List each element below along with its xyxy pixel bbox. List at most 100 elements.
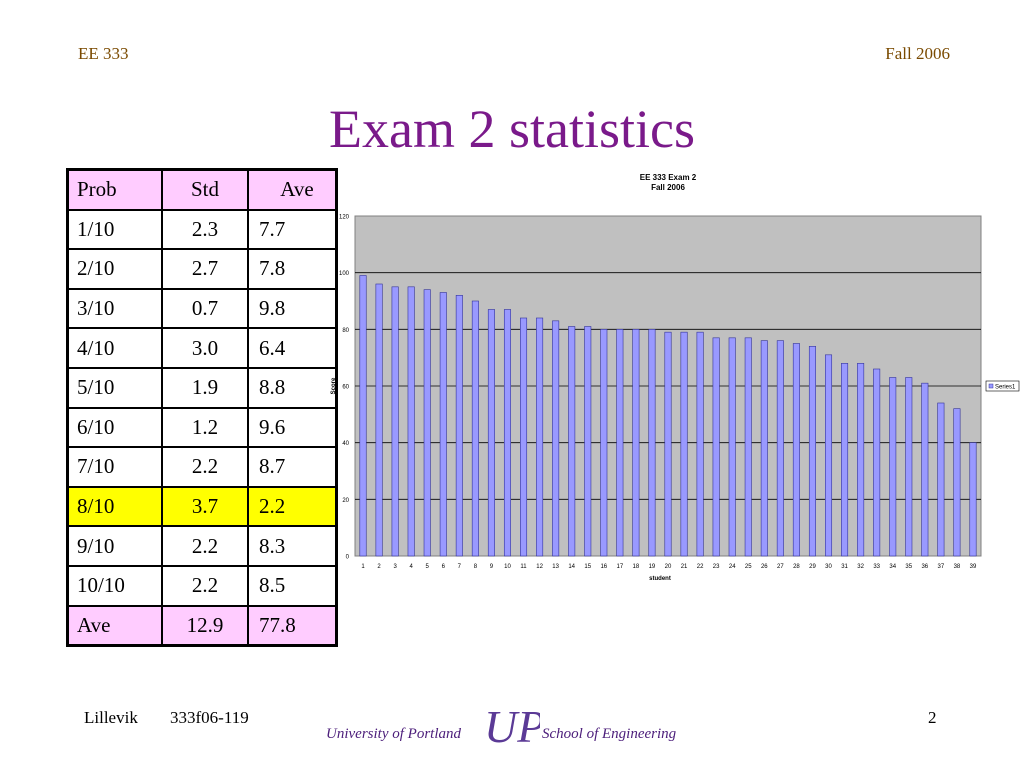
bar (407, 286, 415, 557)
cell-ave: 7.7 (247, 208, 338, 251)
x-tick-label: 5 (426, 564, 430, 570)
bar (921, 382, 929, 557)
bar (953, 408, 961, 557)
x-tick-label: 30 (825, 564, 832, 570)
x-tick-label: 8 (474, 564, 478, 570)
cell-std: 3.7 (161, 485, 249, 528)
x-tick-label: 17 (617, 564, 624, 570)
x-tick-label: 29 (809, 564, 816, 570)
x-tick-label: 14 (568, 564, 575, 570)
bar (536, 317, 544, 557)
table-header-row: Prob Std Ave (66, 168, 338, 211)
bar (632, 329, 640, 557)
x-tick-label: 4 (410, 564, 414, 570)
bar (808, 346, 816, 557)
bar (792, 343, 800, 557)
bar (600, 329, 608, 557)
bar (552, 320, 560, 557)
cell-prob: 1/10 (66, 208, 163, 251)
bar (873, 368, 881, 557)
bar (520, 317, 528, 557)
chart-title: EE 333 Exam 2 (640, 173, 697, 182)
x-tick-label: 7 (458, 564, 462, 570)
x-tick-label: 16 (600, 564, 607, 570)
cell-std: 2.2 (161, 564, 249, 607)
x-tick-label: 1 (361, 564, 365, 570)
x-tick-label: 26 (761, 564, 768, 570)
chart-subtitle: Fall 2006 (651, 183, 685, 192)
bar (776, 340, 784, 557)
x-tick-label: 28 (793, 564, 800, 570)
y-axis-label: Score (331, 377, 337, 394)
cell-prob: 9/10 (66, 525, 163, 567)
x-tick-label: 19 (649, 564, 656, 570)
x-tick-label: 23 (713, 564, 720, 570)
cell-ave: 77.8 (247, 604, 338, 647)
cell-std: 2.2 (161, 525, 249, 567)
bar (359, 275, 367, 557)
cell-ave: 8.3 (247, 525, 338, 567)
col-header-std: Std (161, 168, 249, 211)
table-row: 3/10 0.7 9.8 (66, 287, 338, 330)
table-row: 9/10 2.2 8.3 (66, 525, 338, 567)
bar (471, 300, 479, 557)
bar (712, 337, 720, 557)
bar (487, 309, 495, 557)
cell-ave: 8.5 (247, 564, 338, 607)
x-tick-label: 31 (841, 564, 848, 570)
y-tick-label: 120 (339, 215, 350, 221)
x-tick-label: 18 (633, 564, 640, 570)
x-tick-label: 21 (681, 564, 688, 570)
legend-entry: Series1 (995, 385, 1016, 391)
x-tick-label: 25 (745, 564, 752, 570)
bar (455, 295, 463, 557)
bar (857, 363, 865, 557)
table-row: 5/10 1.9 8.8 (66, 366, 338, 409)
bar (728, 337, 736, 557)
x-tick-label: 15 (584, 564, 591, 570)
y-tick-label: 40 (342, 441, 349, 447)
bar (744, 337, 752, 557)
cell-ave: 7.8 (247, 248, 338, 290)
cell-prob: 4/10 (66, 327, 163, 369)
footer-author: Lillevik (84, 708, 138, 727)
col-header-ave: Ave (247, 168, 338, 211)
cell-prob: 7/10 (66, 446, 163, 488)
x-axis-label: student (649, 576, 671, 582)
table-row: 4/10 3.0 6.4 (66, 327, 338, 369)
x-tick-label: 2 (377, 564, 381, 570)
bar (841, 363, 849, 557)
bar (616, 329, 624, 557)
bar (568, 326, 576, 557)
cell-std: 1.2 (161, 406, 249, 449)
x-tick-label: 12 (536, 564, 543, 570)
y-tick-label: 20 (342, 498, 349, 504)
y-tick-label: 100 (339, 271, 350, 277)
footer-school-name: School of Engineering (542, 726, 677, 742)
table-row: 7/10 2.2 8.7 (66, 446, 338, 488)
bar (439, 292, 447, 557)
cell-std: 12.9 (161, 604, 249, 647)
cell-ave: 9.6 (247, 406, 338, 449)
bar (391, 286, 399, 557)
x-tick-label: 10 (504, 564, 511, 570)
table-row: 10/10 2.2 8.5 (66, 564, 338, 607)
bar (937, 402, 945, 557)
x-tick-label: 6 (442, 564, 446, 570)
cell-prob: 2/10 (66, 248, 163, 290)
table-row: 6/10 1.2 9.6 (66, 406, 338, 449)
cell-std: 2.7 (161, 248, 249, 290)
x-tick-label: 3 (393, 564, 397, 570)
stats-table: Prob Std Ave 1/10 2.3 7.7 2/10 2.7 7.8 3… (66, 168, 338, 648)
x-tick-label: 37 (938, 564, 945, 570)
bar (905, 377, 913, 557)
table-row: 1/10 2.3 7.7 (66, 208, 338, 251)
x-tick-label: 13 (552, 564, 559, 570)
cell-std: 1.9 (161, 366, 249, 409)
university-logo: UP (484, 701, 540, 752)
table-row-average: Ave 12.9 77.8 (66, 604, 338, 647)
bar (889, 377, 897, 557)
logo-text: UP (484, 701, 540, 752)
cell-prob: 5/10 (66, 366, 163, 409)
footer-university-name: University of Portland (326, 726, 461, 742)
